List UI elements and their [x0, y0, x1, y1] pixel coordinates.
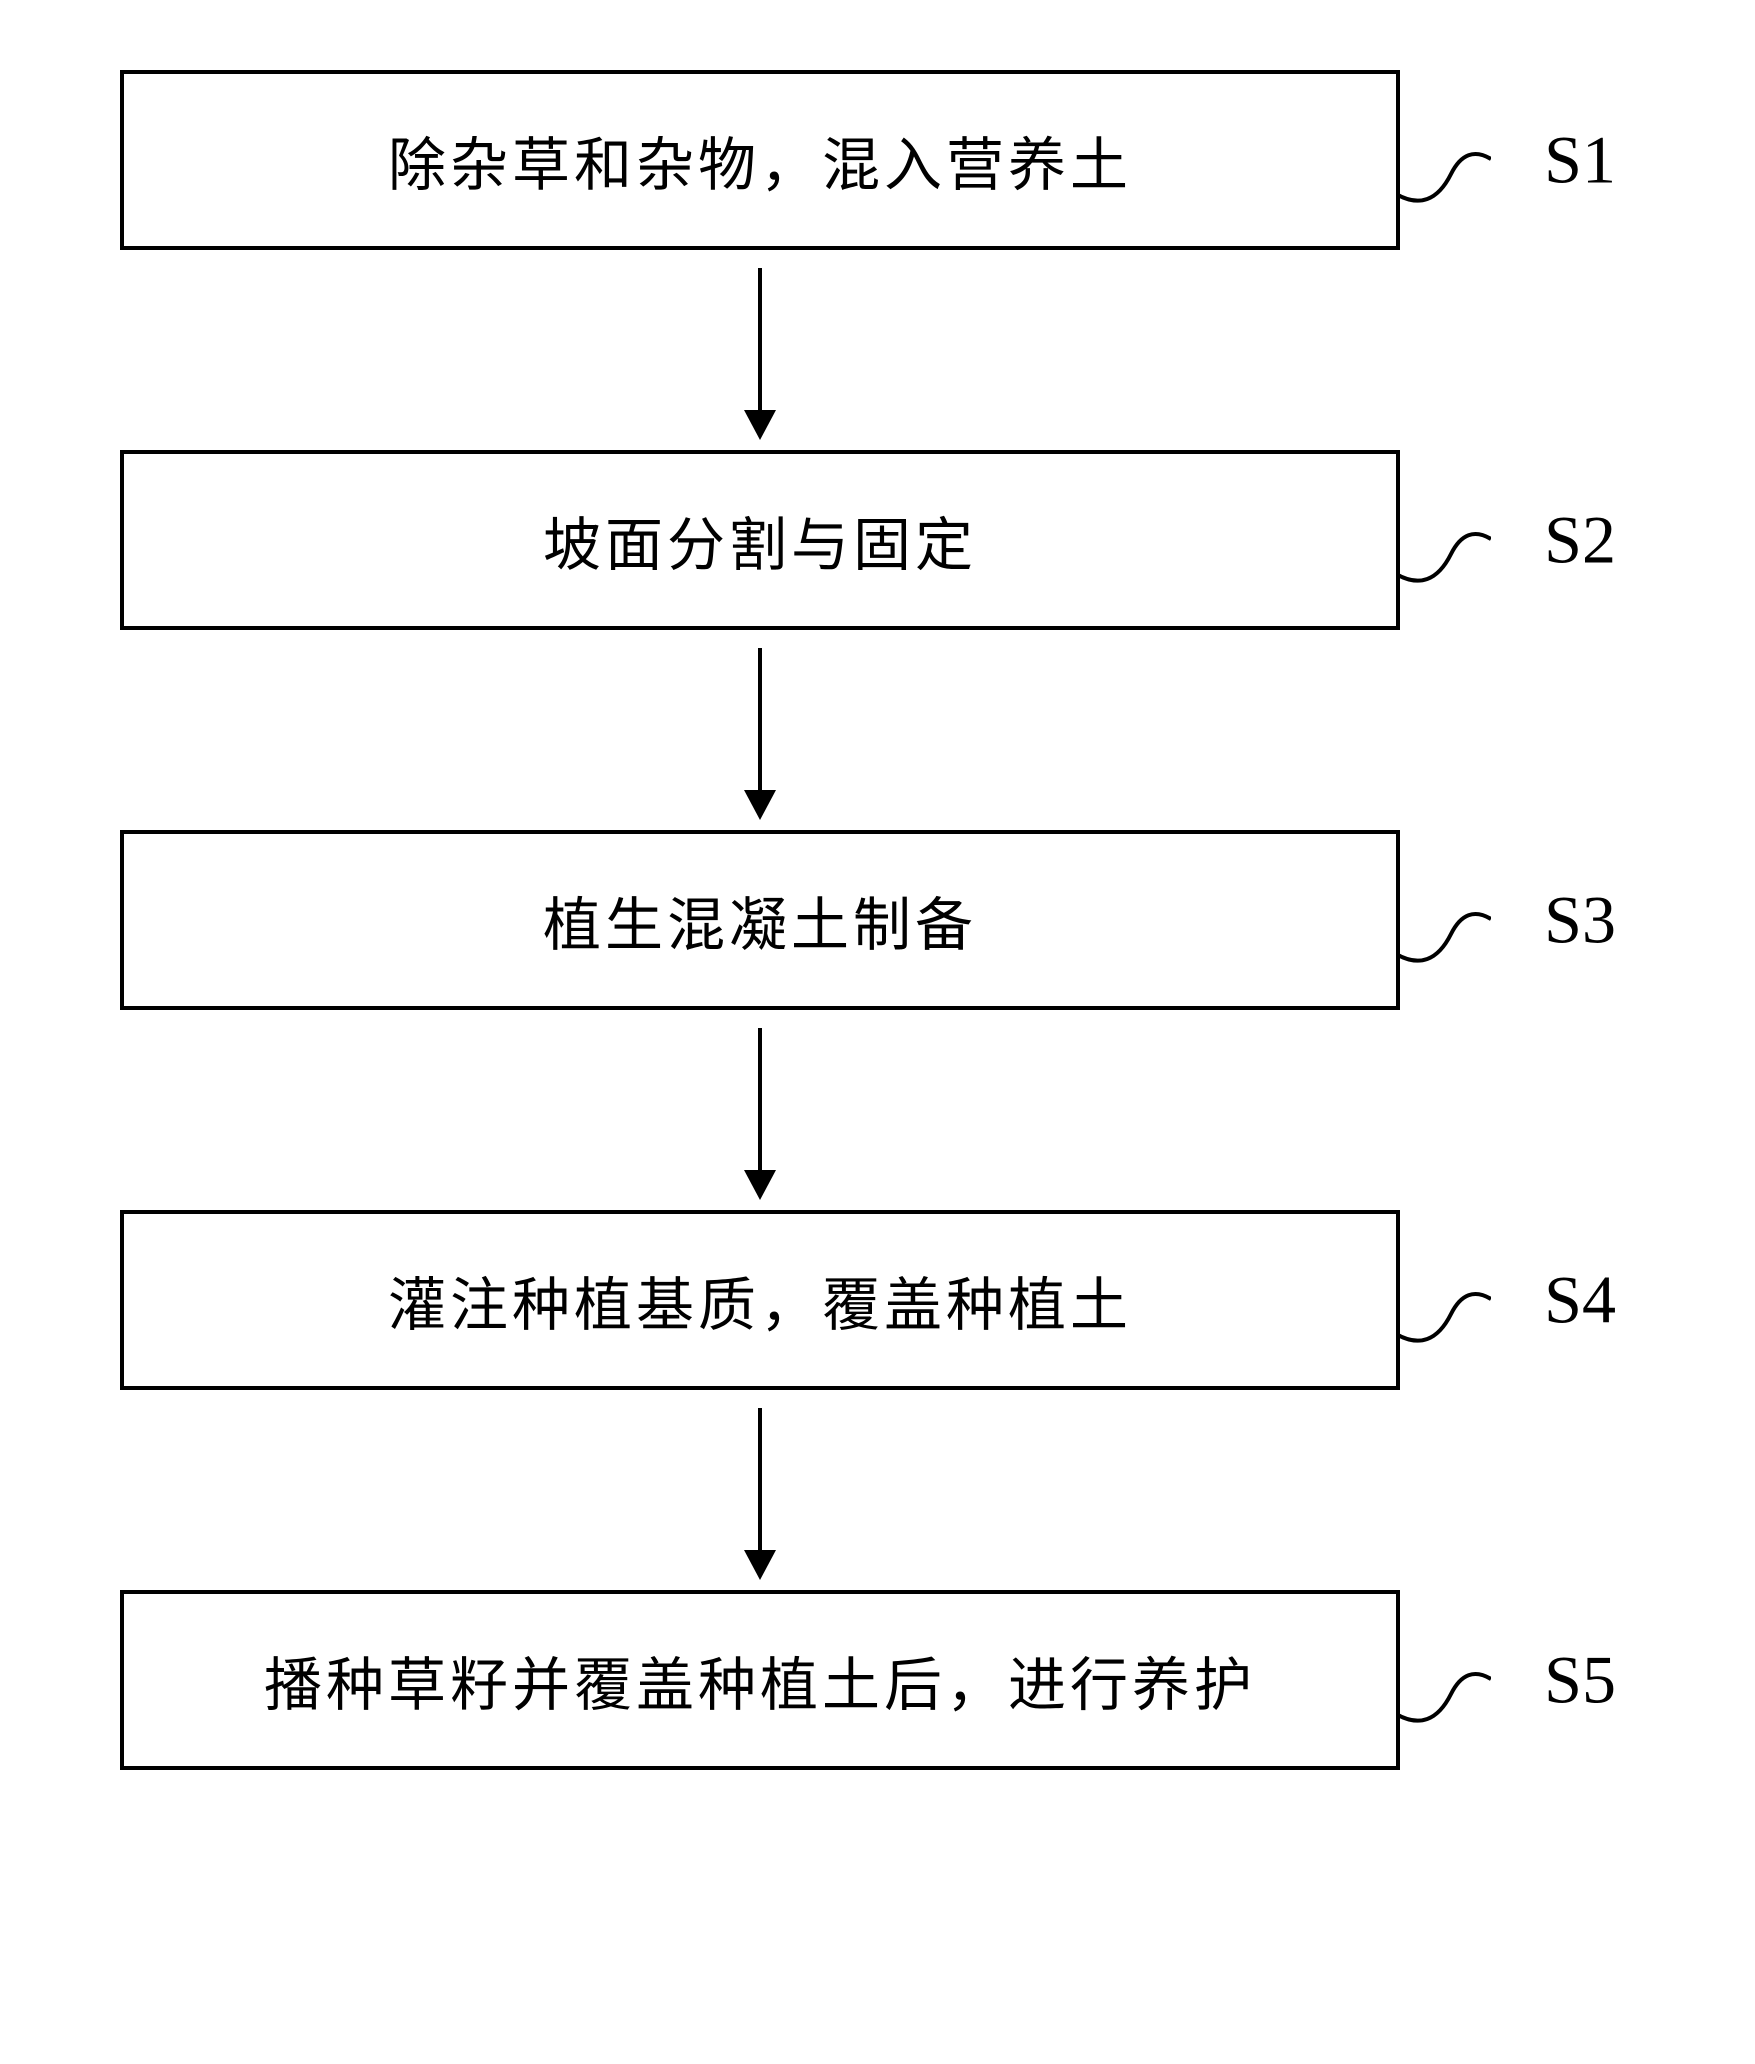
arrow-s3-s4	[120, 1010, 1400, 1210]
arrow-line-icon	[758, 268, 762, 433]
arrow-head-icon	[744, 410, 776, 440]
step-text: 植生混凝土制备	[543, 878, 977, 962]
connector-curve-icon	[1396, 894, 1491, 974]
step-label: S3	[1544, 881, 1616, 960]
step-text: 播种草籽并覆盖种植土后，进行养护	[264, 1638, 1256, 1722]
step-text: 除杂草和杂物，混入营养土	[388, 118, 1132, 202]
flowchart-container: 除杂草和杂物，混入营养土 S1 坡面分割与固定 S2 植生混凝土制备 S3 灌注…	[120, 70, 1620, 1770]
connector-curve-icon	[1396, 514, 1491, 594]
arrow-head-icon	[744, 790, 776, 820]
step-text: 坡面分割与固定	[543, 498, 977, 582]
step-text: 灌注种植基质，覆盖种植土	[388, 1258, 1132, 1342]
step-label: S2	[1544, 501, 1616, 580]
connector-curve-icon	[1396, 134, 1491, 214]
arrow-line-icon	[758, 1028, 762, 1193]
arrow-head-icon	[744, 1550, 776, 1580]
arrow-line-icon	[758, 1408, 762, 1573]
step-label: S5	[1544, 1641, 1616, 1720]
arrow-s4-s5	[120, 1390, 1400, 1590]
step-box-s2: 坡面分割与固定 S2	[120, 450, 1400, 630]
connector-curve-icon	[1396, 1654, 1491, 1734]
step-label: S1	[1544, 121, 1616, 200]
step-box-s5: 播种草籽并覆盖种植土后，进行养护 S5	[120, 1590, 1400, 1770]
arrow-line-icon	[758, 648, 762, 813]
arrow-s1-s2	[120, 250, 1400, 450]
step-box-s4: 灌注种植基质，覆盖种植土 S4	[120, 1210, 1400, 1390]
step-label: S4	[1544, 1261, 1616, 1340]
step-box-s3: 植生混凝土制备 S3	[120, 830, 1400, 1010]
arrow-head-icon	[744, 1170, 776, 1200]
arrow-s2-s3	[120, 630, 1400, 830]
step-box-s1: 除杂草和杂物，混入营养土 S1	[120, 70, 1400, 250]
connector-curve-icon	[1396, 1274, 1491, 1354]
